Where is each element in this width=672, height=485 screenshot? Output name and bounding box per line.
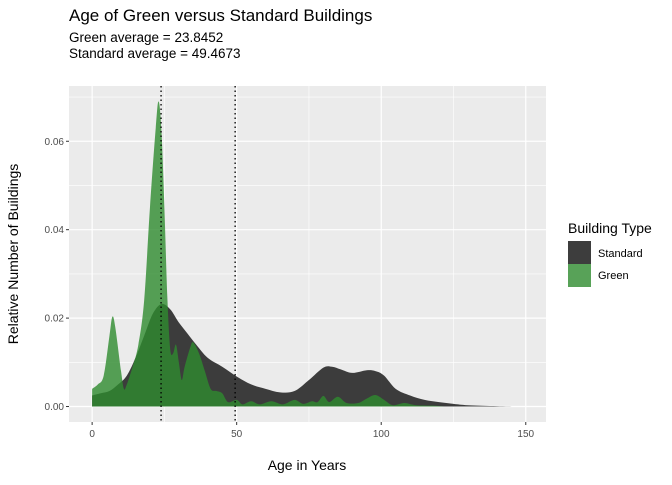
x-tick-label: 150 xyxy=(517,429,534,440)
x-axis-label: Age in Years xyxy=(268,457,347,473)
density-area-green xyxy=(92,101,445,407)
legend: Building Type Standard Green xyxy=(568,220,652,287)
x-tick-label: 0 xyxy=(89,429,95,440)
y-tick-label: 0.02 xyxy=(45,314,65,325)
x-axis-ticks: 0 50 100 150 xyxy=(89,422,535,440)
legend-label-standard: Standard xyxy=(598,248,643,260)
chart-title: Age of Green versus Standard Buildings xyxy=(69,6,372,25)
y-tick-label: 0.06 xyxy=(45,137,65,148)
chart-subtitle-line-2: Standard average = 49.4673 xyxy=(69,46,241,61)
legend-key-standard xyxy=(568,241,591,264)
legend-label-green: Green xyxy=(598,270,629,282)
legend-title: Building Type xyxy=(568,220,652,236)
y-axis-label: Relative Number of Buildings xyxy=(5,164,21,345)
y-tick-label: 0.04 xyxy=(45,225,65,236)
y-axis-ticks: 0.00 0.02 0.04 0.06 xyxy=(45,137,69,413)
x-tick-label: 50 xyxy=(231,429,243,440)
chart-subtitle-line-1: Green average = 23.8452 xyxy=(69,30,223,45)
density-areas xyxy=(92,101,520,407)
legend-key-green xyxy=(568,264,591,287)
x-tick-label: 100 xyxy=(373,429,390,440)
average-lines xyxy=(160,86,236,422)
y-tick-label: 0.00 xyxy=(45,402,65,413)
